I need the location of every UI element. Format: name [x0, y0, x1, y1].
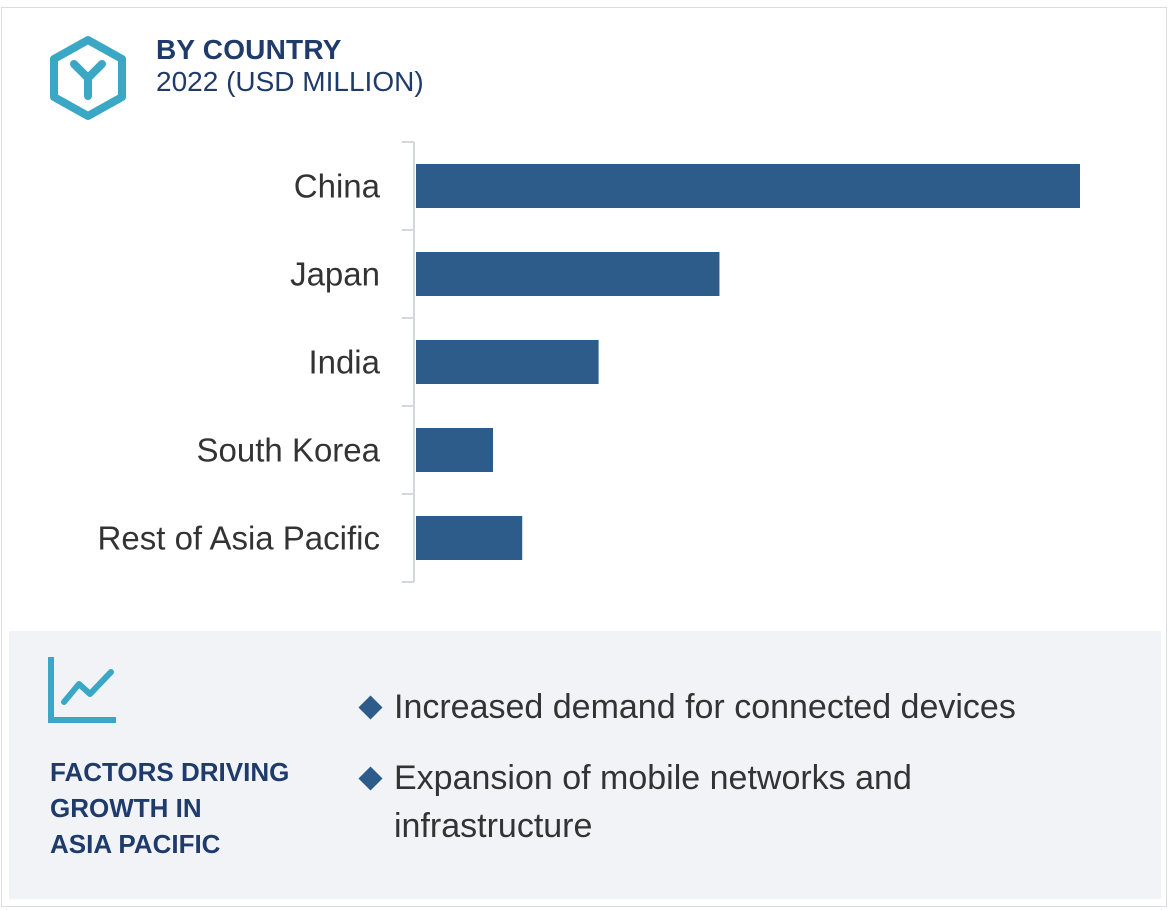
factor-text: Increased demand for connected devices: [394, 688, 1016, 726]
factors-heading-line: FACTORS DRIVING: [50, 757, 290, 787]
chart-subtitle: 2022 (USD MILLION): [156, 66, 424, 97]
category-label: India: [308, 344, 380, 381]
category-label: China: [294, 168, 381, 205]
bar: [416, 340, 599, 384]
bar: [416, 428, 494, 472]
factors-heading-line: GROWTH IN: [50, 793, 202, 823]
factors-heading: FACTORS DRIVING GROWTH IN ASIA PACIFIC: [50, 754, 330, 862]
bar: [416, 516, 523, 560]
chart-title: BY COUNTRY: [156, 34, 342, 65]
factor-item: Expansion of mobile networks and infrast…: [358, 754, 1118, 850]
bar: [416, 252, 720, 296]
bar-chart: China Japan India South Korea Rest of Asia P…: [98, 141, 1080, 583]
factors-panel: [9, 631, 1161, 899]
line-chart-icon: [48, 657, 116, 723]
hexagon-y-logo-icon: [50, 36, 126, 120]
factors-heading-line: ASIA PACIFIC: [50, 829, 221, 859]
factor-item: Increased demand for connected devices: [358, 683, 1118, 731]
bar: [416, 164, 1080, 208]
category-label: South Korea: [197, 432, 381, 469]
category-label: Rest of Asia Pacific: [98, 520, 380, 557]
factor-text: Expansion of mobile networks and infrast…: [394, 759, 912, 845]
category-label: Japan: [290, 256, 380, 293]
